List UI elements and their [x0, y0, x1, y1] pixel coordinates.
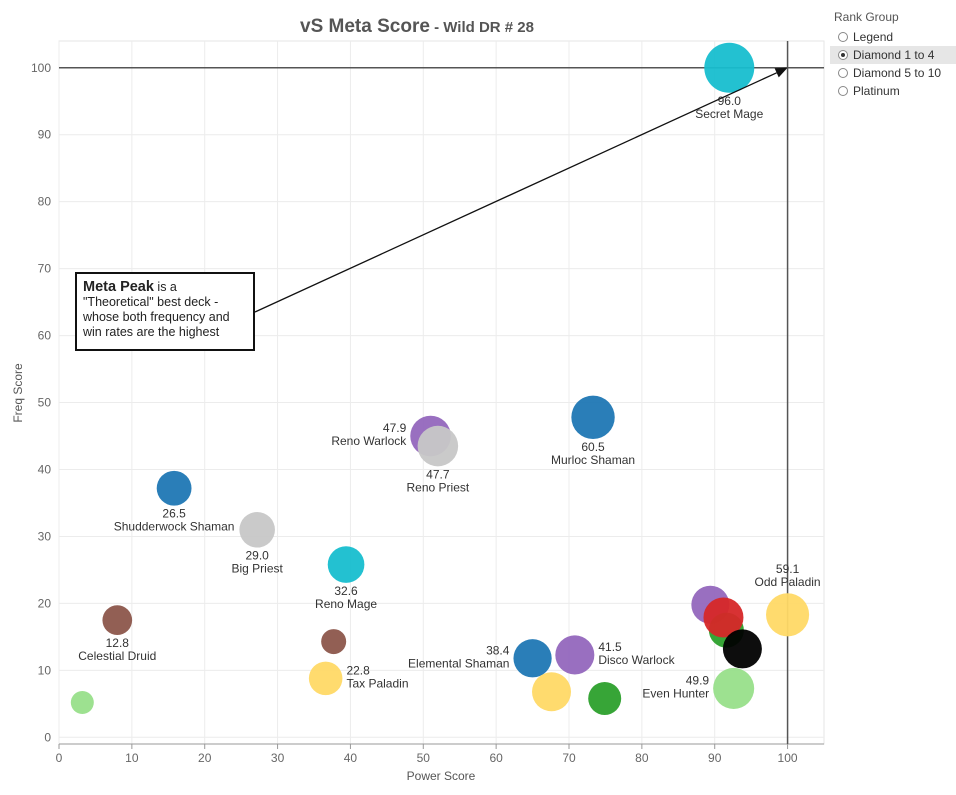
point-score-label: 96.0 — [718, 94, 742, 108]
y-tick-label: 70 — [38, 262, 52, 276]
axes: 0 10 20 30 40 50 60 70 80 90 100 0 10 20 30 40 50 60 70 80 9… — [31, 61, 824, 765]
data-point — [102, 605, 133, 635]
grid — [58, 40, 825, 745]
point-score-label: 26.5 — [162, 507, 186, 521]
y-tick-label: 10 — [38, 663, 52, 677]
data-point — [239, 511, 275, 548]
data-point — [327, 546, 365, 583]
point-score-label: 29.0 — [245, 549, 269, 563]
y-tick-label: 60 — [38, 329, 52, 343]
x-tick-label: 60 — [489, 751, 503, 765]
point-name-label: Odd Paladin — [755, 575, 821, 589]
data-point — [703, 597, 744, 638]
radio-icon[interactable] — [838, 32, 848, 42]
x-tick-label: 20 — [198, 751, 212, 765]
y-tick-label: 90 — [38, 128, 52, 142]
data-point — [555, 635, 595, 675]
point-score-label: 32.6 — [334, 584, 358, 598]
data-point — [532, 672, 572, 712]
x-tick-label: 0 — [56, 751, 63, 765]
data-point — [513, 639, 552, 678]
x-tick-label: 90 — [708, 751, 722, 765]
point-name-label: Disco Warlock — [598, 653, 675, 667]
rank-group-filter: Rank Group Legend Diamond 1 to 4 Diamond 5… — [830, 8, 956, 100]
rank-group-option[interactable]: Diamond 1 to 4 — [830, 46, 956, 64]
y-tick-label: 0 — [44, 730, 51, 744]
data-point — [766, 593, 810, 637]
chart-title-main: vS Meta Score — [300, 16, 430, 37]
point-score-label: 41.5 — [598, 640, 622, 654]
data-points — [70, 42, 810, 715]
y-tick-label: 30 — [38, 529, 52, 543]
point-name-label: Elemental Shaman — [408, 656, 509, 670]
annotation-text: is a "Theoretical" best deck - whose bot… — [83, 280, 230, 339]
point-score-label: 12.8 — [106, 636, 130, 650]
meta-peak-lines — [59, 41, 824, 744]
x-tick-label: 40 — [344, 751, 358, 765]
data-point — [588, 681, 622, 715]
chart-title-sub: - Wild DR # 28 — [430, 19, 534, 36]
point-score-label: 59.1 — [776, 562, 800, 576]
meta-peak-annotation: Meta Peak is a "Theoretical" best deck -… — [75, 272, 255, 351]
arrow-head — [774, 67, 788, 78]
point-score-label: 47.9 — [383, 421, 407, 435]
data-point — [308, 661, 343, 696]
x-tick-label: 10 — [125, 751, 139, 765]
rank-group-title: Rank Group — [834, 10, 899, 24]
data-point — [713, 667, 755, 709]
point-name-label: Reno Warlock — [331, 434, 407, 448]
y-tick-label: 80 — [38, 195, 52, 209]
x-axis-label: Power Score — [407, 769, 476, 783]
point-score-label: 47.7 — [426, 467, 450, 481]
rank-group-option-label: Legend — [853, 30, 894, 44]
data-point — [571, 395, 615, 439]
x-tick-label: 50 — [417, 751, 431, 765]
point-name-label: Big Priest — [231, 562, 283, 576]
data-point — [722, 629, 762, 669]
point-name-label: Reno Priest — [407, 480, 470, 494]
point-score-label: 49.9 — [686, 673, 710, 687]
point-name-label: Shudderwock Shaman — [114, 520, 235, 534]
arrow-line — [254, 72, 777, 313]
point-name-label: Murloc Shaman — [551, 453, 635, 467]
chart-title: vS Meta Score - Wild DR # 28 — [300, 16, 534, 37]
data-point — [321, 629, 347, 655]
point-name-label: Secret Mage — [695, 107, 763, 121]
radio-icon[interactable] — [838, 68, 848, 78]
data-point — [704, 42, 755, 93]
y-tick-label: 50 — [38, 396, 52, 410]
x-tick-label: 100 — [778, 751, 798, 765]
data-point — [417, 425, 459, 467]
y-tick-label: 20 — [38, 596, 52, 610]
rank-group-option-label: Platinum — [853, 84, 900, 98]
x-tick-label: 30 — [271, 751, 285, 765]
plot-frame — [58, 40, 825, 745]
rank-group-option[interactable]: Platinum — [830, 82, 956, 100]
point-score-label: 60.5 — [581, 440, 605, 454]
data-point — [70, 690, 94, 714]
rank-group-option[interactable]: Legend — [830, 28, 956, 46]
rank-group-option-label: Diamond 5 to 10 — [853, 66, 942, 80]
point-name-label: Celestial Druid — [78, 649, 156, 663]
point-name-label: Tax Paladin — [346, 676, 408, 690]
y-tick-label: 100 — [31, 61, 51, 75]
y-axis-label: Freq Score — [11, 363, 25, 423]
rank-group-option[interactable]: Diamond 5 to 10 — [830, 64, 956, 82]
data-point — [156, 470, 192, 506]
point-name-label: Even Hunter — [642, 686, 709, 700]
x-tick-label: 80 — [635, 751, 649, 765]
point-name-label: Reno Mage — [315, 597, 377, 611]
y-tick-label: 40 — [38, 462, 52, 476]
rank-group-option-label: Diamond 1 to 4 — [853, 48, 935, 62]
point-score-label: 22.8 — [346, 663, 370, 677]
radio-icon[interactable] — [838, 50, 848, 60]
x-tick-label: 70 — [562, 751, 576, 765]
point-score-label: 38.4 — [486, 643, 510, 657]
annotation-bold: Meta Peak — [83, 279, 154, 295]
meta-peak-arrow — [254, 67, 788, 313]
radio-icon[interactable] — [838, 86, 848, 96]
